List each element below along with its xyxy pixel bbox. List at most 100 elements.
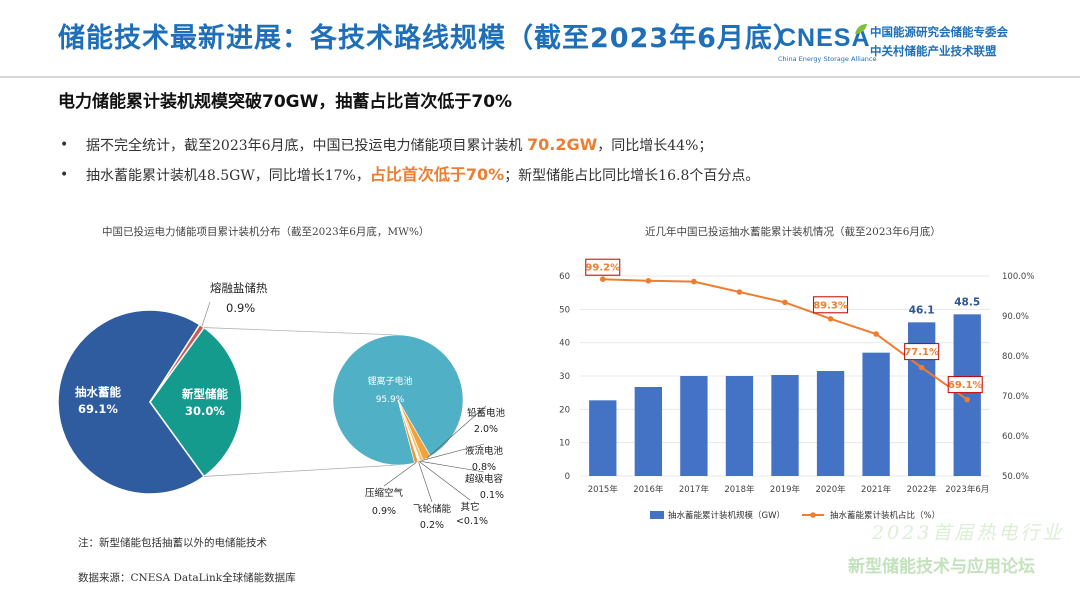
y-left-tick-label: 60 <box>559 272 570 282</box>
footnote: 注：新型储能包括抽蓄以外的电储能技术 <box>78 537 267 549</box>
line-point <box>873 331 879 337</box>
x-tick-label: 2023年6月 <box>945 484 989 495</box>
line-callout-box <box>947 376 983 394</box>
sub-pie-leader <box>418 461 471 501</box>
line-point <box>964 396 971 403</box>
legend-swatch-marker <box>810 512 816 518</box>
sub-pie-label: 超级电容 <box>465 473 504 485</box>
line-callout-label: 89.3% <box>813 300 848 311</box>
bar <box>589 400 617 476</box>
y-left-tick-label: 10 <box>559 439 570 449</box>
header: 储能技术最新进展：各技术路线规模（截至2023年6月底） CNESA China… <box>0 0 1080 78</box>
line-point <box>782 299 788 306</box>
page-title: 储能技术最新进展：各技术路线规模（截至2023年6月底） <box>58 23 801 54</box>
sub-pie-leader <box>426 405 487 459</box>
sub-pie-leader <box>418 461 433 503</box>
bar-value-label: 48.5 <box>954 296 980 308</box>
line-callout-label: 77.1% <box>904 347 939 358</box>
logo-org-line2: 中关村储能产业技术联盟 <box>870 44 997 58</box>
event-watermark-line1: 2023首届热电行业 <box>872 522 1065 544</box>
x-tick-label: 2016年 <box>633 484 664 495</box>
y-left-tick-label: 40 <box>559 339 570 349</box>
y-right-tick-label: 90.0% <box>1002 312 1029 322</box>
y-right-tick-label: 70.0% <box>1002 392 1029 402</box>
bar <box>634 387 662 476</box>
pie-chart-title: 中国已投运电力储能项目累计装机分布（截至2023年6月底，MW%） <box>102 226 430 238</box>
line-point <box>645 278 652 284</box>
bar <box>771 375 799 476</box>
sub-pie-value: 95.9% <box>376 395 405 405</box>
bullet-item: 据不完全统计，截至2023年6月底，中国已投运电力储能项目累计装机 70.2GW… <box>58 130 759 160</box>
data-source: 数据来源：CNESA DataLink全球储能数据库 <box>78 572 296 584</box>
bar <box>725 376 754 476</box>
connector-line <box>204 327 399 336</box>
line-point <box>827 316 834 322</box>
x-tick-label: 2018年 <box>724 484 755 495</box>
y-left-tick-label: 20 <box>559 405 570 415</box>
bullet-highlight: 占比首次低于70% <box>369 165 505 184</box>
line-point <box>918 364 925 371</box>
x-tick-label: 2022年 <box>907 484 938 495</box>
sub-pie-leader <box>383 462 417 487</box>
x-tick-label: 2015年 <box>588 484 619 495</box>
pie-slice-value: 69.1% <box>78 402 118 416</box>
bar <box>953 314 981 476</box>
line-callout-label: 99.2% <box>585 263 620 274</box>
bar-chart-title: 近几年中国已投运抽水蓄能累计装机情况（截至2023年6月底） <box>645 226 941 238</box>
bar-value-label: 46.1 <box>909 304 935 316</box>
line-callout-label: 69.1% <box>948 380 983 391</box>
pie-slice-value: 0.9% <box>226 301 255 315</box>
connector-line <box>204 464 399 477</box>
pie-slice <box>57 309 206 495</box>
bullet-item: 抽水蓄能累计装机48.5GW，同比增长17%，占比首次低于70%；新型储能占比同… <box>58 160 759 190</box>
sub-pie-label: 飞轮储能 <box>413 503 452 515</box>
sub-pie-label: 铅蓄电池 <box>467 407 506 419</box>
sub-pie-leader <box>421 443 485 461</box>
pie-slice-value: 30.0% <box>185 404 225 418</box>
line-callout-box <box>904 343 940 361</box>
bullet-text: ，同比增长44%； <box>597 138 713 154</box>
cnesa-logo: CNESA China Energy Storage Alliance 中国能源… <box>778 20 1068 64</box>
sub-pie-label: 压缩空气 <box>365 487 404 499</box>
line-point <box>736 289 743 295</box>
bullet-list: 据不完全统计，截至2023年6月底，中国已投运电力储能项目累计装机 70.2GW… <box>58 130 759 190</box>
bullet-text: 抽水蓄能累计装机48.5GW，同比增长17%， <box>86 168 370 184</box>
pie-leader-line <box>201 301 211 327</box>
x-tick-label: 2021年 <box>861 484 892 495</box>
y-right-tick-label: 60.0% <box>1002 432 1029 442</box>
bullet-text: 据不完全统计，截至2023年6月底，中国已投运电力储能项目累计装机 <box>86 138 527 154</box>
sub-pie-value: <0.1% <box>456 516 488 527</box>
x-tick-label: 2017年 <box>679 484 710 495</box>
sub-pie-value: 0.1% <box>480 490 504 501</box>
bar <box>816 371 845 476</box>
bullet-text: ；新型储能占比同比增长16.8个百分点。 <box>504 168 760 184</box>
logo-main-text: CNESA <box>778 24 871 52</box>
sub-pie-label: 锂离子电池 <box>367 375 412 387</box>
pie-slice <box>149 326 243 478</box>
legend-label: 抽水蓄能累计装机占比（%） <box>830 510 940 521</box>
y-left-tick-label: 0 <box>565 472 570 482</box>
sub-pie-label: 液流电池 <box>465 445 504 457</box>
bar <box>862 352 890 476</box>
headline: 电力储能累计装机规模突破70GW，抽蓄占比首次低于70% <box>58 92 513 112</box>
pie-slice-label: 新型储能 <box>182 387 228 401</box>
sub-pie-value: 2.0% <box>474 424 498 435</box>
y-right-tick-label: 50.0% <box>1002 472 1029 482</box>
y-left-tick-label: 50 <box>559 305 570 315</box>
sub-pie-value: 0.2% <box>420 520 444 531</box>
pie-slice <box>149 323 206 403</box>
sub-pie-value: 0.8% <box>472 462 496 473</box>
legend-swatch-bar <box>650 511 664 519</box>
event-watermark-line2: 新型储能技术与应用论坛 <box>848 557 1035 577</box>
sub-pie-leader <box>419 460 485 473</box>
bar <box>680 376 708 476</box>
bullet-highlight: 70.2GW <box>527 135 598 154</box>
pie-chart: 抽水蓄能 69.1% 新型储能 30.0% 熔融盐储热 0.9% 锂离子电池 95.9% 铅蓄电… <box>57 281 506 531</box>
x-tick-label: 2020年 <box>815 484 846 495</box>
header-divider <box>0 76 1080 78</box>
sub-pie-value: 0.9% <box>372 506 396 517</box>
line-point <box>691 278 697 285</box>
logo-org-line1: 中国能源研究会储能专委会 <box>870 25 1008 39</box>
y-right-tick-label: 100.0% <box>1002 272 1034 282</box>
y-right-tick-label: 80.0% <box>1002 352 1029 362</box>
